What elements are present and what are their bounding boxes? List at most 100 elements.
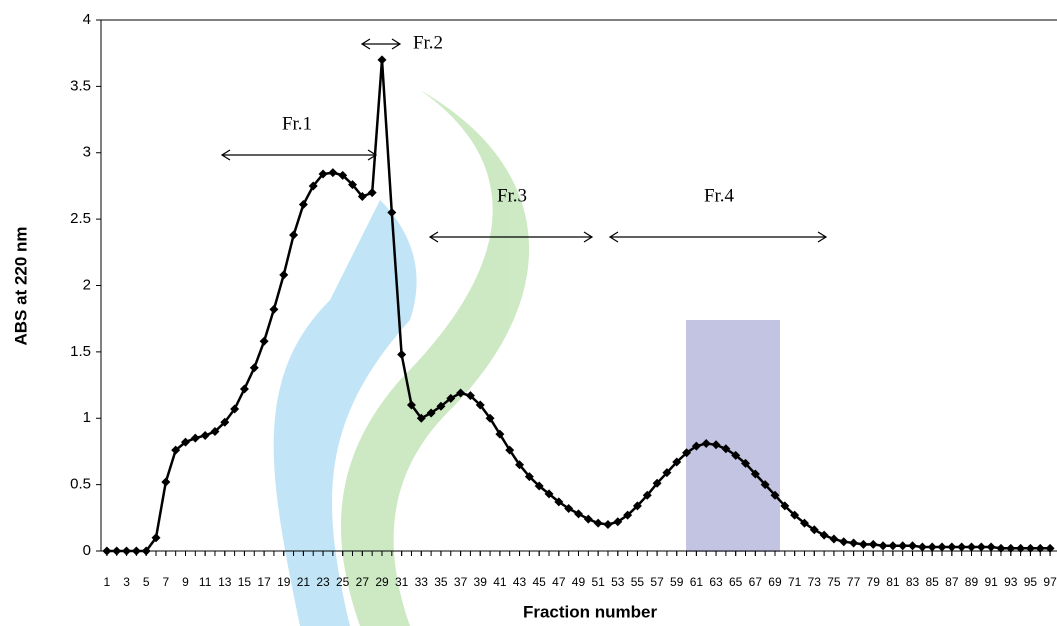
x-tick-label: 17 [257,575,271,589]
data-point [426,408,436,418]
x-tick-label: 63 [709,575,723,589]
data-point [230,404,240,414]
x-tick-label: 7 [163,575,170,589]
data-point [564,504,574,514]
x-tick-label: 57 [650,575,664,589]
data-line [106,59,1051,553]
x-tick-label: 81 [886,575,900,589]
data-point [367,188,377,198]
data-point [623,510,633,520]
data-point [475,400,485,410]
data-point [446,393,456,403]
data-point [573,509,583,519]
data-point [947,542,957,552]
data-point [829,534,839,544]
x-tick-label: 67 [749,575,763,589]
annotation: Fr.3 [497,185,527,206]
x-tick-label: 87 [945,575,959,589]
data-point [485,413,495,423]
data-point [190,433,200,443]
y-tick-label: 1.5 [70,343,91,360]
x-tick-label: 31 [395,575,409,589]
data-point [986,542,996,552]
x-tick-label: 71 [788,575,802,589]
x-tick-label: 49 [572,575,586,589]
data-point [495,429,505,439]
data-point [603,519,613,529]
data-point [642,490,652,500]
x-tick-label: 51 [591,575,605,589]
data-point [868,539,878,549]
data-point [750,469,760,479]
data-point [976,542,986,552]
annotation-arrow [428,231,594,243]
data-point [780,501,790,511]
x-tick-label: 65 [729,575,743,589]
x-tick-label: 13 [218,575,232,589]
x-tick-label: 29 [375,575,389,589]
data-point [760,480,770,490]
x-tick-label: 23 [316,575,330,589]
data-point [436,401,446,411]
data-point [701,438,711,448]
y-tick-label: 1 [83,409,91,426]
y-tick-label: 3 [83,144,91,161]
data-point [505,445,515,455]
x-tick-label: 93 [1004,575,1018,589]
x-tick-label: 53 [611,575,625,589]
data-point [239,384,249,394]
data-point [406,400,416,410]
data-point [524,472,534,482]
data-point [377,55,387,65]
x-tick-label: 73 [808,575,822,589]
annotation: Fr.4 [704,185,735,206]
x-tick-label: 19 [277,575,291,589]
data-point [957,542,967,552]
x-tick-label: 27 [356,575,370,589]
data-point [544,489,554,499]
y-tick-label: 4 [83,11,91,28]
data-point [583,514,593,524]
data-point [289,230,299,240]
data-point [721,444,731,454]
x-tick-label: 25 [336,575,350,589]
x-tick-label: 79 [867,575,881,589]
data-point [338,170,348,180]
data-point [908,541,918,551]
data-point [102,546,112,556]
data-point [662,468,672,478]
data-point [819,530,829,540]
data-point [927,542,937,552]
x-tick-label: 21 [297,575,311,589]
x-tick-label: 97 [1043,575,1057,589]
data-point [682,448,692,458]
data-point [790,510,800,520]
x-tick-label: 83 [906,575,920,589]
data-point [318,169,328,179]
x-tick-label: 69 [768,575,782,589]
data-point [456,388,466,398]
x-tick-label: 37 [454,575,468,589]
data-point [328,168,338,178]
annotation-arrow [220,149,378,161]
x-axis-title: Fraction number [523,602,658,621]
x-tick-label: 85 [926,575,940,589]
data-point [122,546,132,556]
data-point [357,192,367,202]
data-point [269,304,279,314]
data-point [937,542,947,552]
data-point [966,542,976,552]
x-tick-label: 11 [199,575,212,589]
x-tick-label: 75 [827,575,841,589]
data-point [809,525,819,535]
data-point [387,207,397,217]
data-point [888,541,898,551]
x-tick-label: 91 [984,575,998,589]
data-point [112,546,122,556]
data-point [308,181,318,191]
y-tick-label: 2 [83,276,91,293]
x-tick-label: 39 [474,575,488,589]
data-point [1035,543,1045,553]
data-point [534,481,544,491]
